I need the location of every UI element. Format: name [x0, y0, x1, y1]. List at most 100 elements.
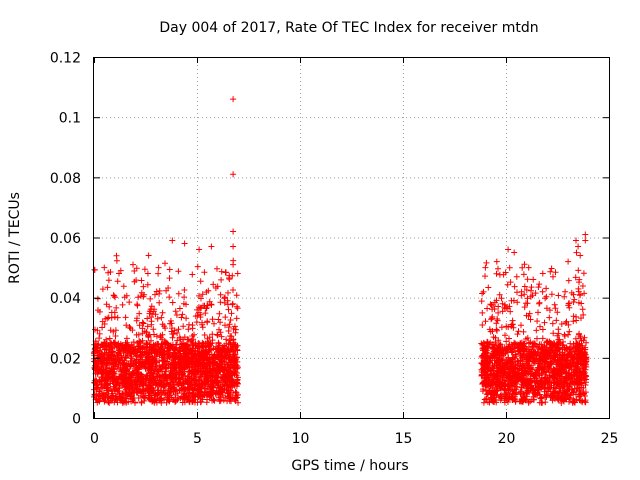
roti-point: [555, 336, 562, 343]
roti-point: [192, 347, 199, 354]
roti-point: [133, 348, 140, 355]
roti-point: [481, 377, 488, 383]
roti-point: [144, 354, 151, 361]
roti-point: [534, 335, 540, 342]
roti-point: [141, 397, 148, 404]
roti-point: [213, 373, 220, 380]
roti-point: [532, 358, 539, 365]
roti-point: [138, 289, 145, 296]
roti-point: [479, 309, 486, 316]
roti-point: [227, 375, 234, 382]
roti-point: [217, 291, 224, 298]
roti-point: [478, 298, 485, 305]
roti-point: [493, 258, 500, 265]
roti-point: [216, 363, 222, 370]
roti-point: [494, 387, 501, 394]
roti-point: [99, 286, 106, 293]
roti-point: [479, 322, 486, 328]
y-tick-label: 0.04: [50, 291, 81, 307]
roti-point: [111, 314, 118, 320]
roti-point: [515, 328, 522, 335]
roti-point: [501, 386, 508, 393]
roti-point: [148, 303, 155, 310]
roti-point: [230, 261, 237, 268]
roti-point: [519, 346, 526, 352]
roti-point: [554, 345, 561, 352]
roti-point: [508, 363, 515, 370]
roti-point: [495, 309, 502, 316]
roti-point: [230, 243, 237, 250]
roti-point: [113, 257, 120, 264]
roti-point: [540, 381, 547, 388]
roti-point: [126, 324, 133, 330]
roti-point: [508, 394, 515, 401]
roti-point: [548, 380, 554, 387]
roti-point: [122, 398, 129, 405]
roti-point: [480, 386, 487, 393]
roti-point: [96, 398, 103, 405]
roti-point: [141, 328, 148, 335]
roti-point: [479, 345, 486, 352]
roti-point: [185, 326, 192, 333]
roti-point: [115, 387, 122, 394]
roti-point: [136, 343, 143, 350]
roti-point: [135, 331, 142, 338]
roti-point: [123, 322, 130, 329]
roti-point: [171, 327, 178, 334]
roti-point: [562, 346, 569, 353]
roti-point: [148, 349, 155, 356]
roti-point: [570, 291, 577, 298]
roti-point: [147, 366, 154, 373]
roti-point: [491, 370, 497, 377]
roti-point: [96, 335, 103, 342]
roti-point: [98, 371, 105, 377]
roti-point: [509, 317, 516, 324]
roti-point: [574, 365, 581, 372]
roti-point: [552, 352, 559, 359]
roti-point: [578, 300, 585, 307]
roti-point: [220, 345, 227, 352]
roti-point: [176, 353, 183, 360]
roti-point: [153, 288, 160, 295]
roti-point: [99, 324, 106, 331]
roti-point: [105, 393, 111, 400]
roti-point: [174, 337, 181, 344]
roti-point: [527, 316, 534, 323]
roti-point: [122, 394, 128, 401]
roti-point: [231, 395, 238, 402]
roti-point: [581, 334, 588, 341]
roti-point: [196, 340, 203, 347]
x-tick-label: 10: [292, 431, 310, 447]
roti-point: [206, 334, 213, 341]
roti-point: [554, 332, 561, 339]
roti-point: [211, 359, 218, 366]
roti-point: [506, 264, 513, 271]
roti-point: [535, 309, 541, 316]
roti-point: [582, 346, 589, 353]
roti-point: [233, 303, 240, 310]
roti-point: [506, 341, 513, 348]
roti-point: [533, 327, 540, 334]
roti-point: [527, 398, 534, 405]
roti-point: [548, 265, 555, 272]
roti-point: [576, 279, 582, 286]
roti-point: [188, 337, 195, 344]
roti-point: [121, 357, 128, 364]
roti-point: [508, 346, 515, 353]
roti-point: [532, 290, 539, 297]
roti-point: [197, 305, 204, 312]
roti-point: [208, 301, 215, 308]
roti-point: [114, 354, 121, 361]
roti-point: [557, 383, 564, 390]
roti-point: [529, 348, 535, 355]
roti-point: [509, 388, 516, 395]
roti-point: [111, 357, 118, 364]
roti-point: [180, 323, 187, 330]
roti-point: [166, 294, 173, 301]
roti-point: [123, 371, 130, 378]
roti-point: [561, 368, 568, 375]
roti-point: [495, 368, 501, 375]
roti-point: [493, 297, 500, 304]
roti-point: [208, 358, 215, 365]
roti-point: [579, 354, 586, 361]
